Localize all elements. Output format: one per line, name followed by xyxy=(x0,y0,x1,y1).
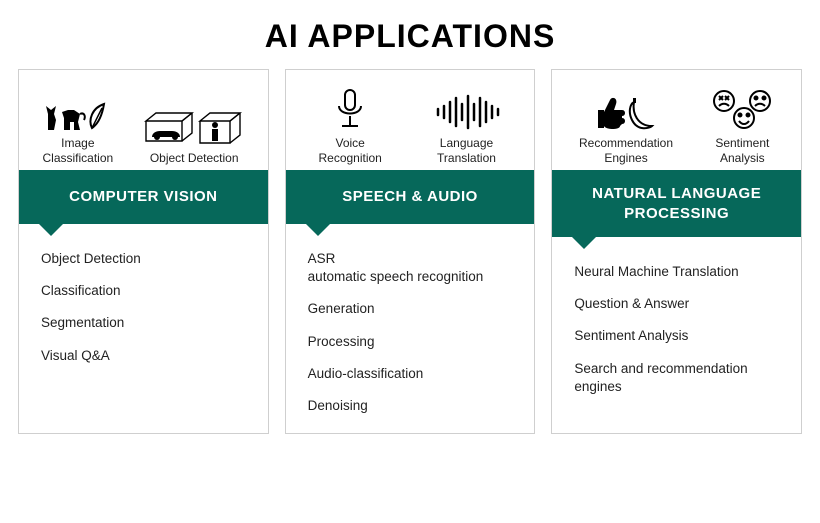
list-item: Visual Q&A xyxy=(41,347,250,365)
microphone-icon xyxy=(332,84,368,132)
list-item: Generation xyxy=(308,300,517,318)
column-speech-audio: Voice Recognition xyxy=(285,69,536,434)
waveform-icon xyxy=(432,84,502,132)
icon-group-sentiment: Sentiment Analysis xyxy=(710,84,774,166)
icon-group-recommendation: Recommendation Engines xyxy=(579,84,673,166)
thumbs-banana-icon xyxy=(594,84,658,132)
list-item: Classification xyxy=(41,282,250,300)
icon-group-voice-recognition: Voice Recognition xyxy=(318,84,381,166)
icons-row: Recommendation Engines xyxy=(552,70,801,170)
list-item: Neural Machine Translation xyxy=(574,263,783,281)
list-item: Audio-classification xyxy=(308,365,517,383)
icon-group-object-detection: Object Detection xyxy=(144,99,244,166)
column-computer-vision: Image Classification xyxy=(18,69,269,434)
list-item: Sentiment Analysis xyxy=(574,327,783,345)
list: ASR automatic speech recognition Generat… xyxy=(286,224,535,433)
icons-row: Voice Recognition xyxy=(286,70,535,170)
list-item: Segmentation xyxy=(41,314,250,332)
page-title: AI APPLICATIONS xyxy=(0,0,820,69)
animals-leaf-icon xyxy=(44,84,112,132)
icon-label: Language Translation xyxy=(437,136,496,166)
list-item: Search and recommendation engines xyxy=(574,360,783,396)
column-nlp: Recommendation Engines xyxy=(551,69,802,434)
icon-group-language-translation: Language Translation xyxy=(432,84,502,166)
icons-row: Image Classification xyxy=(19,70,268,170)
list-item: Object Detection xyxy=(41,250,250,268)
banner-computer-vision: COMPUTER VISION xyxy=(19,170,268,224)
icon-label: Recommendation Engines xyxy=(579,136,673,166)
banner-nlp: NATURAL LANGUAGE PROCESSING xyxy=(552,170,801,237)
list: Neural Machine Translation Question & An… xyxy=(552,237,801,414)
banner-speech-audio: SPEECH & AUDIO xyxy=(286,170,535,224)
list-item: Question & Answer xyxy=(574,295,783,313)
icon-label: Sentiment Analysis xyxy=(715,136,769,166)
icon-label: Voice Recognition xyxy=(318,136,381,166)
icon-group-image-classification: Image Classification xyxy=(42,84,113,166)
list-item: Processing xyxy=(308,333,517,351)
icon-label: Image Classification xyxy=(42,136,113,166)
list-item: ASR automatic speech recognition xyxy=(308,250,517,286)
object-detection-icon xyxy=(144,99,244,147)
sentiment-faces-icon xyxy=(710,84,774,132)
list-item: Denoising xyxy=(308,397,517,415)
columns-container: Image Classification xyxy=(0,69,820,434)
icon-label: Object Detection xyxy=(150,151,239,166)
list: Object Detection Classification Segmenta… xyxy=(19,224,268,383)
